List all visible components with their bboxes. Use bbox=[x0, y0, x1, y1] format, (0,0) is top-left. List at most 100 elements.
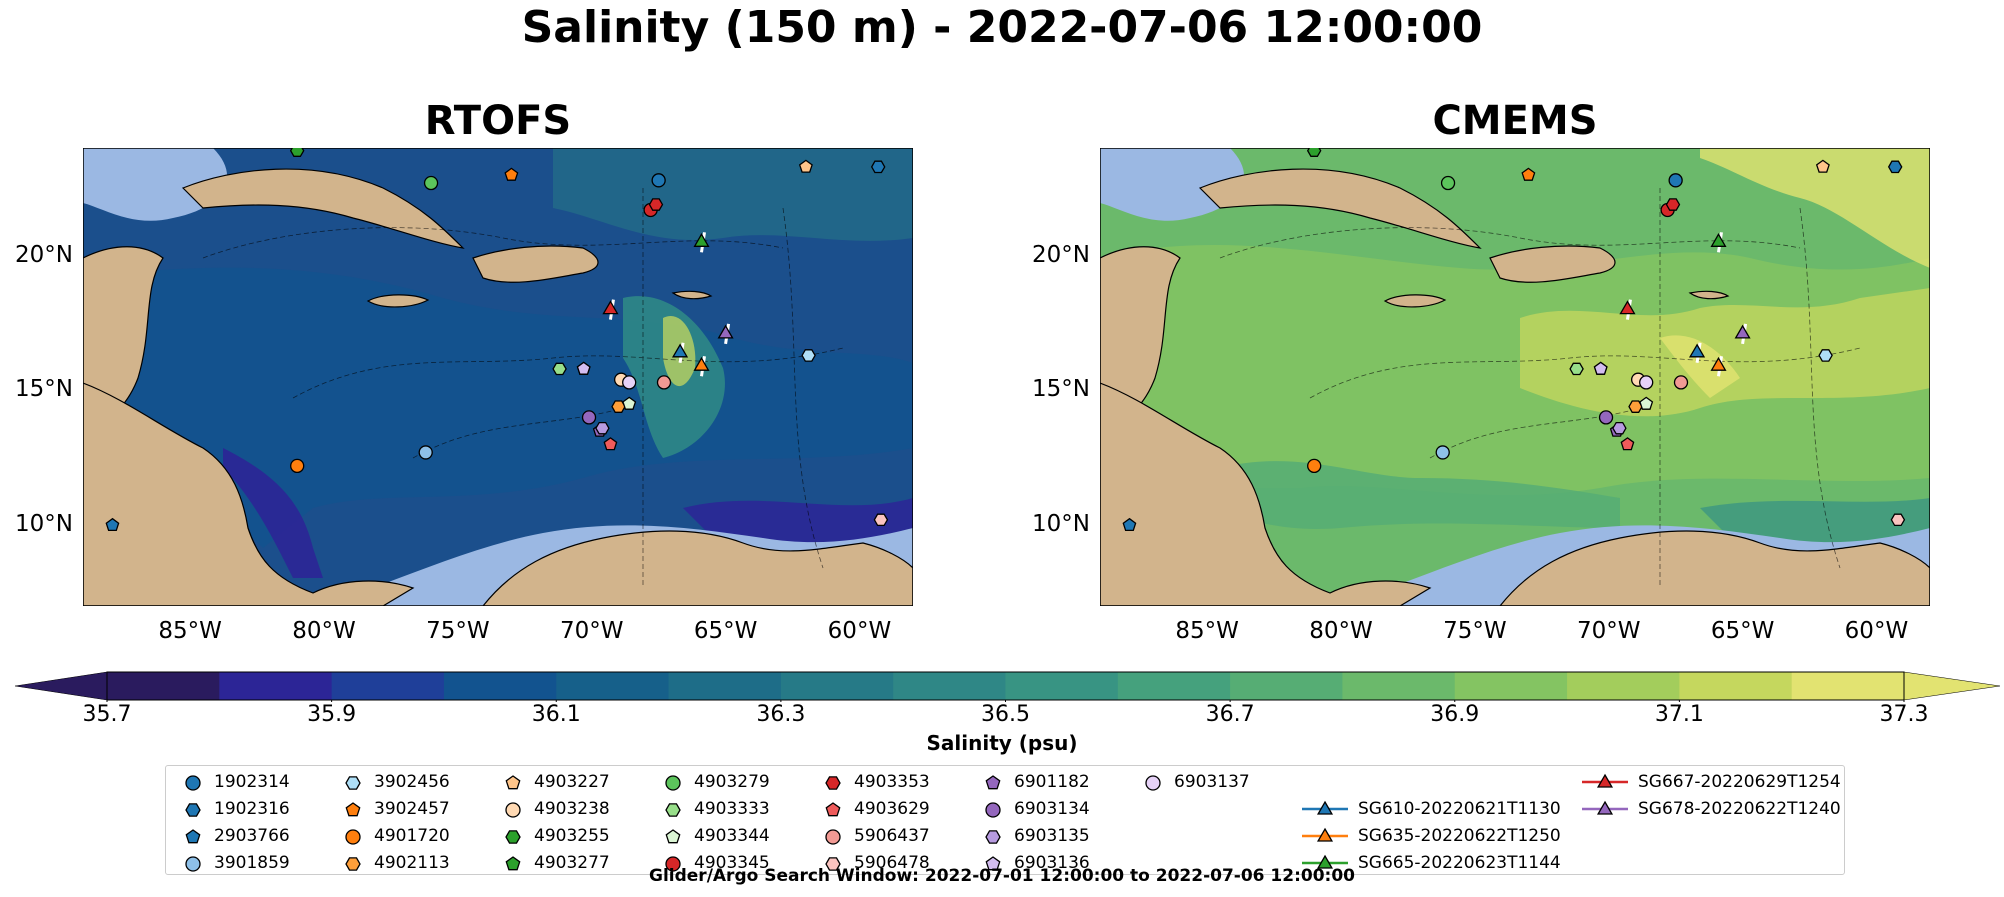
map-marker-4903227 bbox=[798, 159, 813, 173]
legend-item: 4903345 bbox=[662, 851, 770, 875]
map-marker-3901859 bbox=[1435, 445, 1450, 460]
lon-label: 65°W bbox=[1710, 618, 1775, 644]
lat-label: 10°N bbox=[1032, 511, 1090, 538]
lat-label: 15°N bbox=[1032, 376, 1090, 403]
legend-label: 6903137 bbox=[1174, 772, 1250, 792]
legend-label: 4901720 bbox=[374, 826, 450, 846]
lon-label: 80°W bbox=[1309, 618, 1373, 644]
legend-marker-triangle-line bbox=[1582, 800, 1628, 815]
legend bbox=[165, 765, 1845, 875]
map-marker-SG665-20220623T1144 bbox=[1710, 232, 1727, 247]
lon-label: 75°W bbox=[1443, 618, 1507, 644]
legend-symbol bbox=[1596, 800, 1614, 815]
colorbar-segment bbox=[1230, 672, 1343, 700]
map-body-rtofs bbox=[83, 148, 913, 606]
map-marker-4903279 bbox=[423, 175, 439, 191]
legend-marker-hexagon bbox=[185, 803, 201, 817]
map-marker-4903353 bbox=[1665, 198, 1681, 211]
legend-label: 4903277 bbox=[534, 853, 610, 873]
colorbar-tick-label: 37.3 bbox=[1879, 702, 1929, 727]
legend-label: SG667-20220629T1254 bbox=[1638, 772, 1841, 792]
legend-item: 4903277 bbox=[502, 851, 610, 875]
legend-symbol bbox=[345, 857, 361, 871]
legend-marker-circle bbox=[985, 802, 1001, 818]
map-panel-rtofs bbox=[83, 148, 913, 606]
legend-item: 2903766 bbox=[182, 824, 290, 848]
colorbar-segment bbox=[219, 672, 333, 700]
legend-label: SG635-20220622T1250 bbox=[1358, 826, 1561, 846]
legend-symbol bbox=[505, 856, 521, 871]
colorbar-segment bbox=[1005, 672, 1119, 700]
legend-symbol bbox=[505, 775, 521, 790]
lon-label: 70°W bbox=[559, 618, 624, 644]
lat-label: 20°N bbox=[1032, 241, 1090, 268]
colorbar-segment bbox=[1454, 672, 1568, 700]
map-marker-4903333 bbox=[552, 362, 567, 376]
legend-symbol bbox=[665, 775, 681, 791]
legend-label: 3901859 bbox=[214, 853, 290, 873]
colorbar bbox=[15, 671, 2000, 702]
colorbar-segment bbox=[893, 672, 1006, 700]
legend-label: SG610-20220621T1130 bbox=[1358, 799, 1561, 819]
colorbar-segment bbox=[1567, 672, 1680, 700]
colorbar-segment bbox=[443, 672, 557, 700]
colorbar-tick-label: 37.1 bbox=[1654, 702, 1704, 727]
legend-marker-triangle-line bbox=[1582, 773, 1628, 788]
legend-label: 4903344 bbox=[694, 826, 770, 846]
legend-label: 5906437 bbox=[854, 826, 930, 846]
legend-symbol bbox=[185, 856, 201, 872]
legend-item: 6903134 bbox=[982, 797, 1090, 821]
legend-item: 4903238 bbox=[502, 797, 610, 821]
legend-item: 4903333 bbox=[662, 797, 770, 821]
legend-label: 6903134 bbox=[1014, 799, 1090, 819]
map-body-cmems bbox=[1100, 148, 1930, 606]
map-marker-4902113 bbox=[611, 400, 626, 413]
map-marker-SG610-20220621T1130 bbox=[1688, 343, 1706, 358]
colorbar-tick-label: 36.5 bbox=[981, 702, 1030, 727]
legend-label: 4903238 bbox=[534, 799, 610, 819]
legend-item: 6903136 bbox=[982, 851, 1090, 875]
map-marker-5906478 bbox=[1890, 513, 1906, 527]
legend-item: 3902457 bbox=[342, 797, 450, 821]
legend-symbol bbox=[985, 830, 1001, 844]
map-marker-4903333 bbox=[1569, 362, 1584, 376]
legend-item: SG667-20220629T1254 bbox=[1582, 770, 1841, 794]
legend-symbol bbox=[1316, 827, 1334, 842]
legend-item: 5906478 bbox=[822, 851, 930, 875]
colorbar-segment bbox=[1679, 672, 1793, 700]
legend-symbol bbox=[985, 802, 1001, 818]
map-marker-4901720 bbox=[290, 458, 305, 474]
map-marker-6903135 bbox=[1612, 421, 1627, 435]
map-marker-4903344 bbox=[622, 396, 637, 410]
map-panel-cmems bbox=[1100, 148, 1930, 606]
legend-marker-hexagon bbox=[825, 857, 841, 871]
search-window-caption: Glider/Argo Search Window: 2022-07-01 12… bbox=[649, 866, 1355, 886]
legend-symbol bbox=[1145, 775, 1161, 791]
map-marker-SG635-20220622T1250 bbox=[1710, 356, 1727, 371]
legend-marker-pentagon bbox=[505, 856, 521, 871]
legend-symbol bbox=[665, 856, 681, 872]
legend-marker-pentagon bbox=[665, 829, 681, 844]
legend-marker-circle bbox=[665, 775, 681, 791]
map-marker-SG635-20220622T1250 bbox=[693, 356, 710, 371]
colorbar-segment bbox=[780, 672, 894, 700]
map-marker-6903137 bbox=[1639, 375, 1654, 390]
map-marker-4903629 bbox=[603, 437, 618, 451]
legend-label: SG665-20220623T1144 bbox=[1358, 853, 1561, 873]
legend-marker-hexagon bbox=[985, 830, 1001, 844]
legend-symbol bbox=[345, 802, 361, 817]
legend-item: 1902314 bbox=[182, 770, 290, 794]
legend-item: 6903137 bbox=[1142, 770, 1250, 794]
map-marker-SG665-20220623T1144 bbox=[693, 232, 710, 247]
colorbar-segment bbox=[331, 672, 445, 700]
legend-item: SG665-20220623T1144 bbox=[1302, 851, 1561, 875]
map-marker-3901859 bbox=[418, 445, 433, 460]
legend-marker-triangle-line bbox=[1302, 854, 1348, 869]
legend-label: SG678-20220622T1240 bbox=[1638, 799, 1841, 819]
legend-label: 6903135 bbox=[1014, 826, 1090, 846]
legend-label: 4903255 bbox=[534, 826, 610, 846]
legend-item: 6901182 bbox=[982, 770, 1090, 794]
colorbar-extend-high bbox=[1903, 671, 2000, 701]
legend-marker-hexagon bbox=[505, 830, 521, 844]
legend-marker-hexagon bbox=[665, 803, 681, 817]
